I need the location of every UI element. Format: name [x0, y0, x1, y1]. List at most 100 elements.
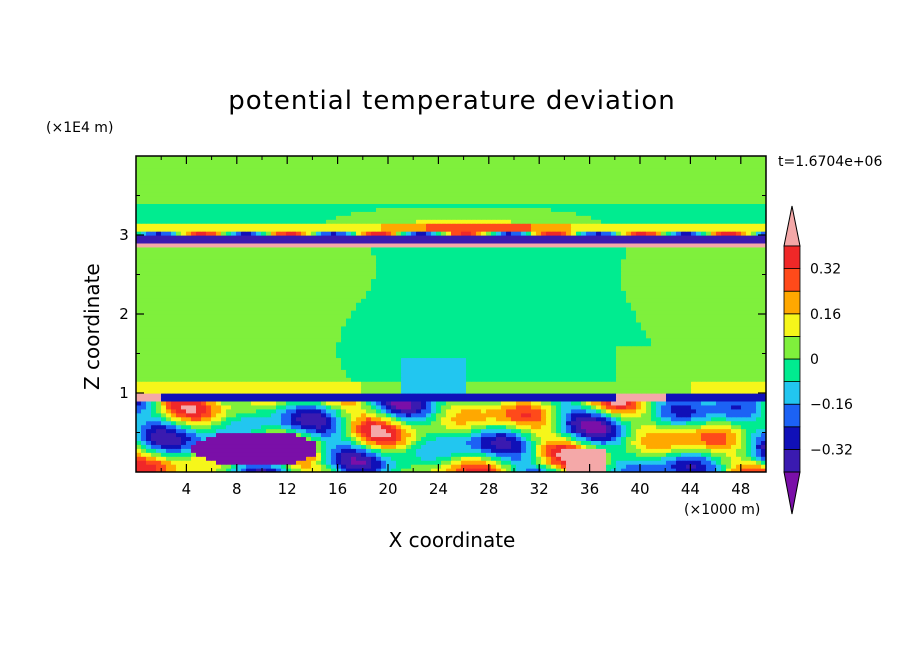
contour-cell	[706, 400, 712, 406]
contour-cell	[641, 381, 647, 386]
contour-cell	[266, 349, 272, 355]
contour-cell	[291, 400, 297, 406]
contour-cell	[741, 317, 747, 323]
contour-cell	[716, 440, 722, 445]
contour-cell	[696, 444, 702, 449]
contour-cell	[351, 444, 357, 449]
contour-cell	[336, 468, 342, 472]
contour-cell	[731, 361, 737, 366]
contour-cell	[551, 452, 557, 457]
contour-cell	[141, 369, 147, 374]
contour-cell	[381, 329, 387, 335]
contour-cell	[166, 452, 172, 457]
contour-cell	[526, 408, 532, 414]
contour-cell	[371, 317, 377, 323]
contour-cell	[481, 440, 487, 445]
contour-cell	[296, 317, 302, 323]
contour-cell	[396, 456, 402, 461]
contour-cell	[501, 456, 507, 461]
contour-cell	[556, 365, 562, 370]
contour-cell	[481, 365, 487, 370]
contour-cell	[641, 357, 647, 362]
contour-cell	[626, 420, 632, 426]
contour-cell	[311, 314, 317, 319]
contour-cell	[181, 416, 187, 422]
contour-cell	[601, 357, 607, 362]
contour-cell	[741, 432, 747, 438]
contour-cell	[411, 361, 417, 366]
contour-cell	[366, 381, 372, 386]
contour-cell	[631, 373, 637, 378]
contour-cell	[636, 325, 642, 331]
contour-cell	[741, 385, 747, 390]
contour-cell	[546, 444, 552, 449]
contour-cell	[596, 436, 602, 441]
contour-cell	[566, 357, 572, 362]
contour-cell	[206, 365, 212, 370]
contour-cell	[726, 341, 732, 347]
contour-cell	[666, 365, 672, 370]
contour-cell	[246, 408, 252, 414]
contour-cell	[231, 365, 237, 370]
contour-cell	[166, 365, 172, 370]
contour-cell	[711, 452, 717, 457]
contour-cell	[281, 314, 287, 319]
contour-cell	[261, 333, 267, 339]
contour-cell	[701, 432, 707, 438]
contour-cell	[386, 393, 392, 398]
contour-cell	[251, 349, 257, 355]
contour-cell	[581, 424, 587, 430]
contour-cell	[731, 345, 737, 351]
contour-cell	[711, 377, 717, 382]
contour-cell	[546, 353, 552, 359]
contour-cell	[591, 329, 597, 335]
contour-cell	[441, 408, 447, 414]
contour-cell	[416, 369, 422, 374]
contour-cell	[246, 428, 252, 434]
contour-cell	[586, 468, 592, 472]
contour-cell	[436, 389, 442, 394]
contour-cell	[751, 321, 757, 327]
contour-cell	[736, 412, 742, 418]
contour-cell	[351, 393, 357, 398]
contour-cell	[471, 381, 477, 386]
contour-cell	[536, 448, 542, 453]
contour-cell	[721, 396, 727, 402]
contour-cell	[311, 333, 317, 339]
contour-cell	[221, 408, 227, 414]
contour-cell	[491, 420, 497, 426]
contour-cell	[456, 373, 462, 378]
contour-cell	[436, 369, 442, 374]
contour-cell	[626, 416, 632, 422]
contour-cell	[261, 412, 267, 418]
contour-cell	[366, 464, 372, 469]
contour-cell	[486, 345, 492, 351]
contour-cell	[566, 361, 572, 366]
contour-cell	[246, 420, 252, 426]
contour-cell	[211, 460, 217, 465]
contour-cell	[391, 361, 397, 366]
contour-cell	[236, 337, 242, 343]
contour-cell	[306, 321, 312, 327]
contour-cell	[556, 381, 562, 386]
contour-cell	[211, 349, 217, 355]
contour-cell	[396, 329, 402, 335]
contour-cell	[176, 373, 182, 378]
contour-cell	[146, 432, 152, 438]
contour-cell	[306, 365, 312, 370]
contour-cell	[546, 321, 552, 327]
contour-cell	[241, 436, 247, 441]
contour-cell	[681, 456, 687, 461]
contour-cell	[286, 369, 292, 374]
contour-cell	[431, 468, 437, 472]
contour-cell	[461, 353, 467, 359]
contour-cell	[636, 396, 642, 402]
contour-cell	[276, 396, 282, 402]
contour-cell	[201, 440, 207, 445]
contour-cell	[281, 381, 287, 386]
contour-cell	[756, 448, 762, 453]
contour-cell	[491, 357, 497, 362]
contour-cell	[391, 452, 397, 457]
contour-cell	[366, 432, 372, 438]
contour-cell	[481, 321, 487, 327]
